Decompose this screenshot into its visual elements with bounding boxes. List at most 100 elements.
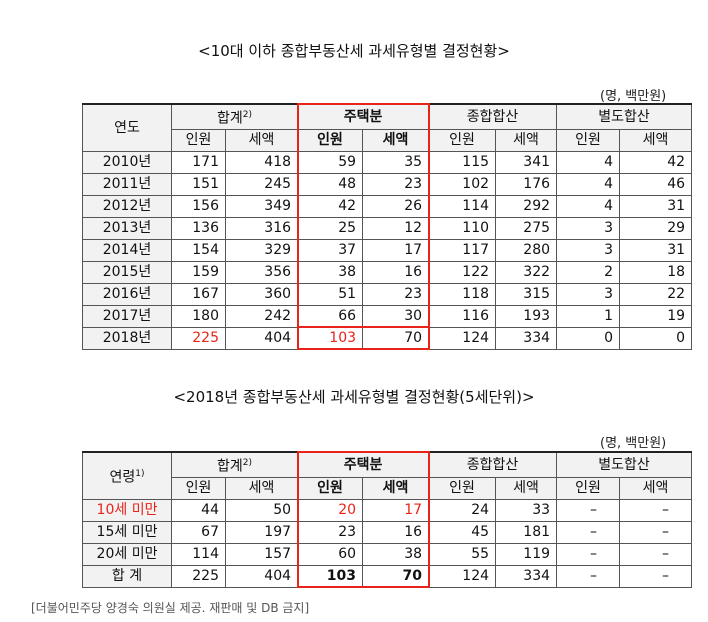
cell: 60 (297, 542, 364, 566)
table2-row-header: 연령1) (82, 450, 172, 500)
cell: 275 (495, 216, 558, 240)
cell: 30 (362, 304, 430, 328)
cell: 122 (428, 260, 497, 284)
row-label: 합 계 (82, 564, 172, 588)
row-label: 2010년 (82, 150, 172, 174)
cell-highlight: 17 (362, 498, 430, 522)
sub-header: 세액 (224, 476, 299, 500)
cell: 16 (362, 520, 430, 544)
cell: 66 (297, 304, 364, 328)
sub-header: 인원 (556, 476, 621, 500)
table1-group-housing: 주택분 (297, 102, 430, 130)
cell: 37 (297, 238, 364, 262)
cell: 23 (362, 172, 430, 196)
cell: 225 (171, 564, 226, 588)
sub-header: 세액 (362, 128, 430, 152)
table1-row-header: 연도 (82, 102, 172, 152)
table-row: 15세 미만 67 197 23 16 45 181– – (82, 520, 693, 544)
cell: 404 (224, 564, 299, 588)
cell: 245 (224, 172, 299, 196)
sub-header: 세액 (619, 128, 693, 152)
cell: 118 (428, 282, 497, 306)
cell: 316 (224, 216, 299, 240)
cell: 0 (556, 326, 621, 350)
cell: – (619, 498, 693, 522)
cell: 322 (495, 260, 558, 284)
cell: 102 (428, 172, 497, 196)
table1-title: <10대 이하 종합부동산세 과세유형별 결정현황> (198, 42, 510, 60)
cell: 154 (171, 238, 226, 262)
row-label: 2014년 (82, 238, 172, 262)
table2-group-combined: 종합합산 (428, 450, 558, 478)
cell: 44 (171, 498, 226, 522)
row-label: 10세 미만 (82, 498, 172, 522)
table1-group-separate: 별도합산 (556, 102, 693, 130)
row-label: 20세 미만 (82, 542, 172, 566)
cell: 26 (362, 194, 430, 218)
cell-highlight: 103 (297, 326, 364, 350)
table2-group-housing: 주택분 (297, 450, 430, 478)
table-row: 2016년 167 360 51 23 118 315 3 22 (82, 282, 693, 306)
table2-group-total: 합계2) (170, 450, 299, 478)
cell-highlight: 20 (297, 498, 364, 522)
table2-unit: (명, 백만원) (600, 436, 667, 451)
row-label: 2012년 (82, 194, 172, 218)
table2-title: <2018년 종합부동산세 과세유형별 결정현황(5세단위)> (173, 388, 535, 406)
sub-header: 세액 (619, 476, 693, 500)
cell: 136 (171, 216, 226, 240)
sub-header: 인원 (297, 476, 364, 500)
cell: 151 (171, 172, 226, 196)
cell: 16 (362, 260, 430, 284)
cell: 103 (297, 564, 364, 588)
cell: 4 (556, 194, 621, 218)
cell: 334 (495, 564, 558, 588)
cell: – (619, 542, 693, 566)
cell: 124 (428, 564, 497, 588)
cell: 17 (362, 238, 430, 262)
cell: 50 (224, 498, 299, 522)
cell: 33 (495, 498, 558, 522)
table-row: 2013년 136 316 25 12 110 275 3 29 (82, 216, 693, 240)
cell: – (619, 564, 693, 588)
cell: 176 (495, 172, 558, 196)
table1-group-total: 합계2) (170, 102, 299, 130)
table1: 연도 합계2) 주택분 종합합산 별도합산 인원 세액 인원 세액 인원 세액 … (82, 102, 693, 350)
cell: 329 (224, 238, 299, 262)
cell: 55 (428, 542, 497, 566)
row-label: 2018년 (82, 326, 172, 350)
cell: 115 (428, 150, 497, 174)
sub-header: 세액 (224, 128, 299, 152)
cell: – (556, 520, 621, 544)
row-label: 2015년 (82, 260, 172, 284)
cell: 70 (362, 564, 430, 588)
cell: 18 (619, 260, 693, 284)
cell: 292 (495, 194, 558, 218)
cell: 404 (224, 326, 299, 350)
cell: 38 (362, 542, 430, 566)
cell: 0 (619, 326, 693, 350)
table-row: 2010년 171 418 59 35 115 341 4 42 (82, 150, 693, 174)
table-row: 20세 미만 114 157 60 38 55 119– – (82, 542, 693, 566)
cell: 19 (619, 304, 693, 328)
cell: 2 (556, 260, 621, 284)
cell: 116 (428, 304, 497, 328)
table-row: 2018년 225 404 103 70 124 334 0 0 (82, 326, 693, 350)
cell: 59 (297, 150, 364, 174)
cell: 23 (297, 520, 364, 544)
cell-highlight: 225 (171, 326, 226, 350)
cell: 119 (495, 542, 558, 566)
cell: 356 (224, 260, 299, 284)
table2: 연령1) 합계2) 주택분 종합합산 별도합산 인원 세액 인원 세액 인원 세… (82, 450, 693, 588)
cell: 67 (171, 520, 226, 544)
row-label: 2011년 (82, 172, 172, 196)
cell: 167 (171, 282, 226, 306)
cell: 51 (297, 282, 364, 306)
sub-header: 세액 (495, 128, 558, 152)
cell: 157 (224, 542, 299, 566)
cell: 23 (362, 282, 430, 306)
sub-header: 인원 (171, 476, 226, 500)
cell: 418 (224, 150, 299, 174)
cell: 42 (297, 194, 364, 218)
cell: 242 (224, 304, 299, 328)
cell: 349 (224, 194, 299, 218)
